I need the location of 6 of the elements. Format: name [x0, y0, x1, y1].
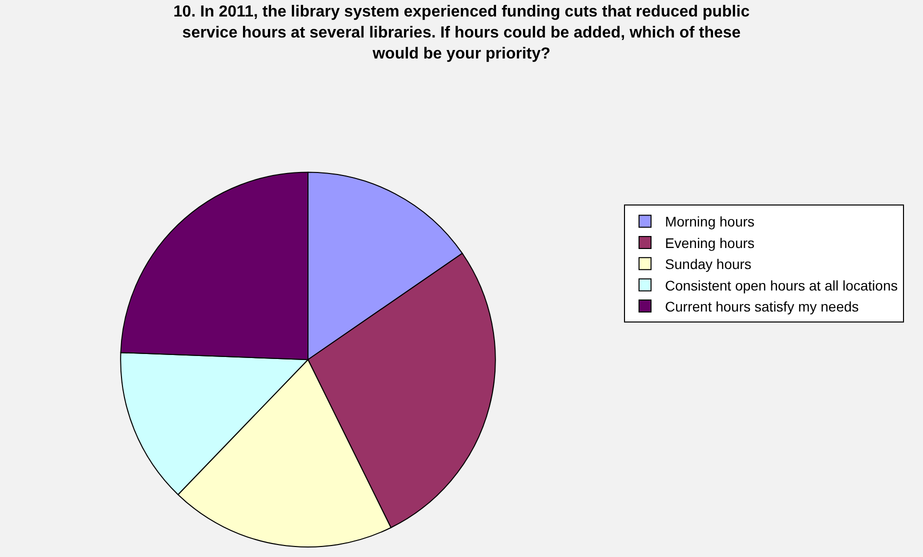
legend-label: Evening hours — [665, 234, 755, 251]
legend-label: Current hours satisfy my needs — [665, 298, 859, 315]
chart-title: 10. In 2011, the library system experienced funding cuts that reduced public service hours at several libraries. If hours could be added, which of these would be your priority? — [173, 4, 750, 62]
legend-label: Consistent open hours at all locations — [665, 277, 898, 294]
legend-label: Sunday hours — [665, 256, 752, 272]
legend-label: Morning hours — [665, 214, 755, 230]
